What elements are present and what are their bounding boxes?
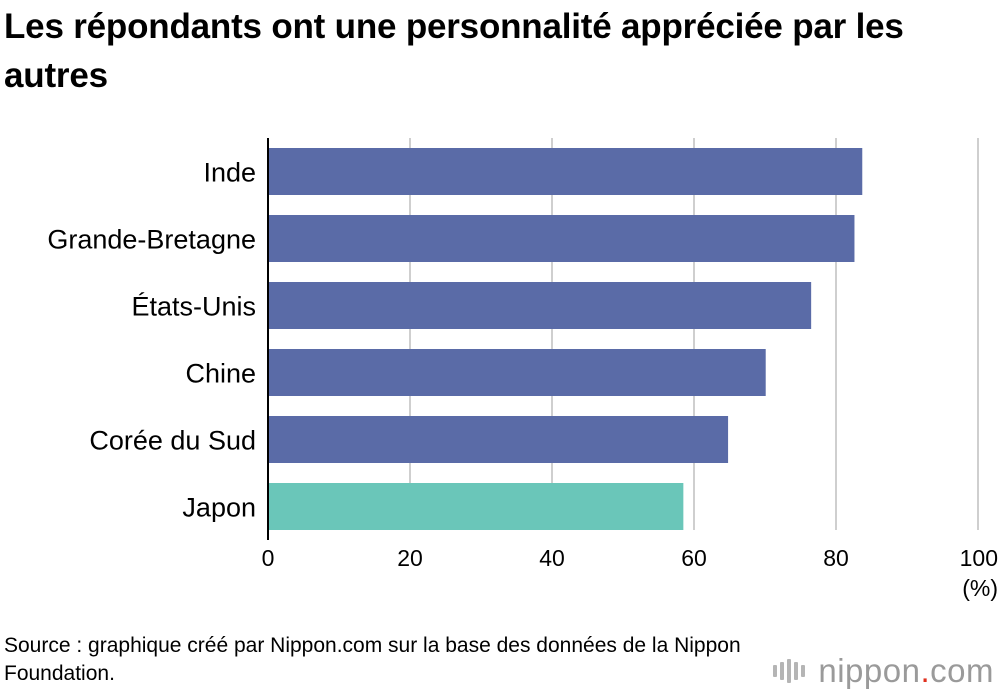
bar xyxy=(268,483,684,530)
category-label: Chine xyxy=(185,359,256,389)
category-label: Japon xyxy=(182,493,256,523)
chart-title: Les répondants ont une personnalité appr… xyxy=(4,7,904,95)
x-tick-label: 40 xyxy=(539,545,565,571)
bar xyxy=(268,215,855,262)
logo-mark-icon xyxy=(773,659,808,683)
category-label: Grande-Bretagne xyxy=(47,225,256,255)
nippon-logo: nippon.com xyxy=(773,652,994,690)
x-tick-label: 20 xyxy=(397,545,423,571)
bar xyxy=(268,349,766,396)
logo-text: nippon.com xyxy=(818,652,994,689)
category-label: Corée du Sud xyxy=(89,426,256,456)
bar xyxy=(268,148,863,195)
unit-label: (%) xyxy=(962,575,998,601)
x-tick-label: 60 xyxy=(681,545,707,571)
bar xyxy=(268,282,812,329)
category-label: Inde xyxy=(203,158,256,188)
bar xyxy=(268,416,729,463)
category-label: États-Unis xyxy=(131,292,256,322)
x-tick-label: 80 xyxy=(823,545,849,571)
x-tick-label: 100 xyxy=(960,545,998,571)
x-tick-label: 0 xyxy=(262,545,275,571)
bar-chart: Inde Grande-Bretagne États-Unis Chine Corée … xyxy=(47,138,998,601)
source-note: Source : graphique créé par Nippon.com s… xyxy=(4,634,741,685)
